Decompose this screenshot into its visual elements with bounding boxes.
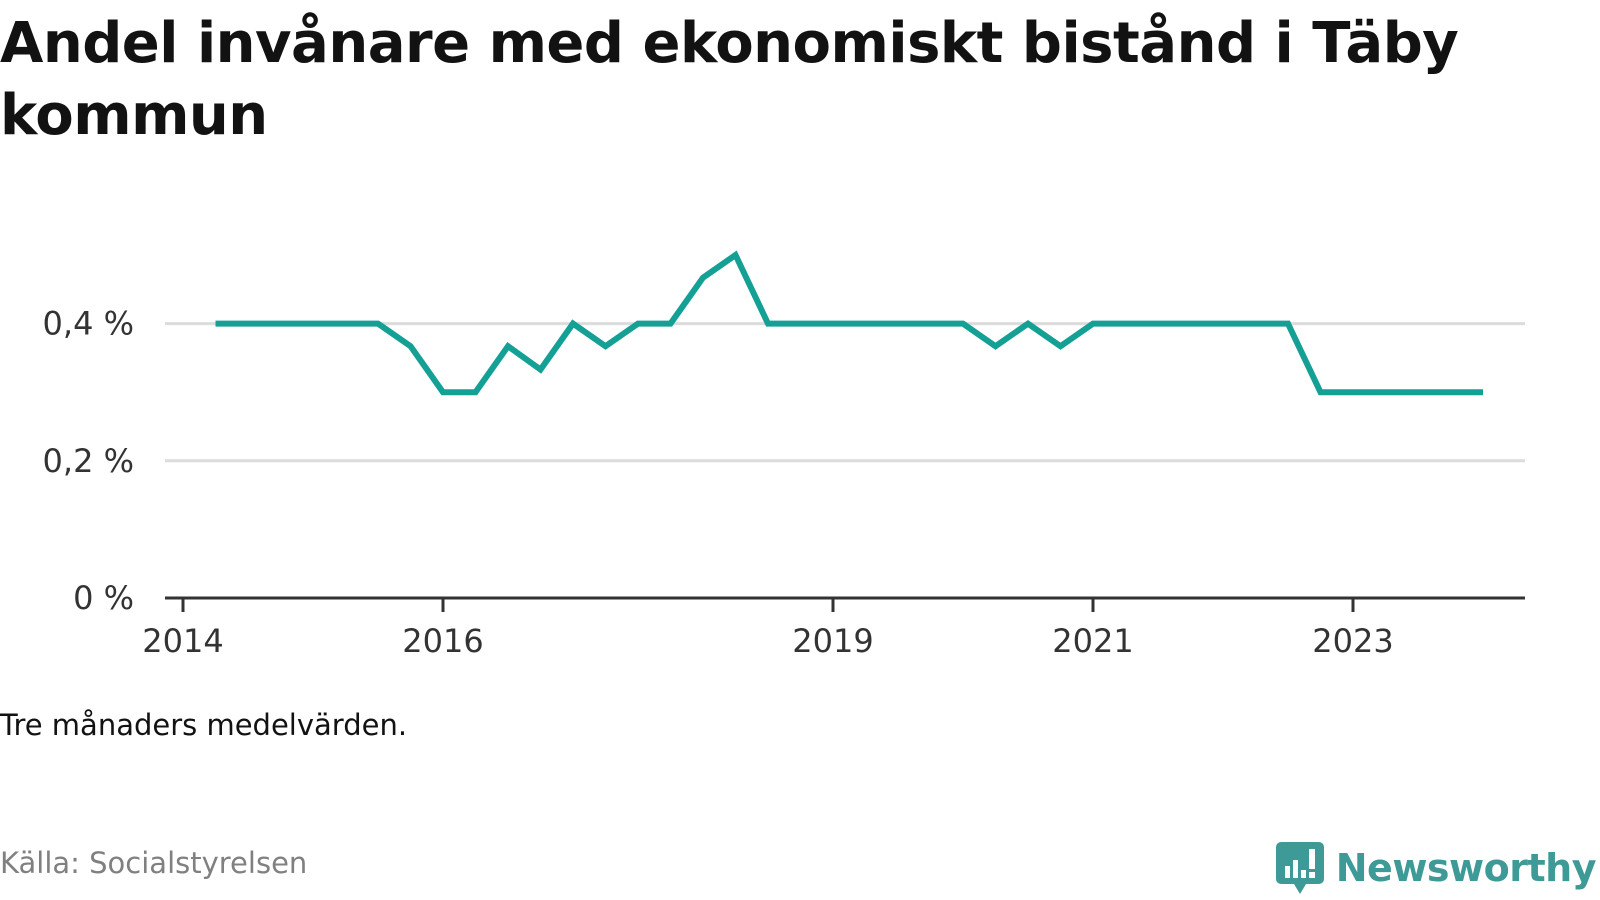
line-chart: 0 % 0,2 % 0,4 % 2014 2016 2019 2021 2023 [43, 250, 1525, 660]
y-tick-label: 0 % [73, 579, 134, 617]
newsworthy-logo-icon [1275, 842, 1324, 894]
x-tick-label: 2016 [402, 622, 483, 660]
chart-title: Andel invånare med ekonomiskt bistånd i … [0, 11, 1459, 148]
brand-logo[interactable]: Newsworthy [1274, 840, 1597, 896]
source-credit: Källa: Socialstyrelsen [0, 846, 308, 880]
y-tick-label: 0,4 % [43, 305, 134, 343]
x-tick-label: 2023 [1312, 622, 1393, 660]
brand-name: Newsworthy [1335, 846, 1597, 890]
x-axis-labels: 2014 2016 2019 2021 2023 [142, 622, 1393, 660]
chart-note: Tre månaders medelvärden. [0, 708, 408, 742]
x-tick-label: 2014 [142, 622, 223, 660]
y-axis-labels: 0 % 0,2 % 0,4 % [43, 305, 134, 617]
y-tick-label: 0,2 % [43, 442, 134, 480]
x-tick-label: 2021 [1052, 622, 1133, 660]
x-tick-label: 2019 [792, 622, 873, 660]
x-axis [165, 596, 1525, 612]
series-layer [215, 250, 1483, 396]
series-line [215, 250, 1483, 396]
